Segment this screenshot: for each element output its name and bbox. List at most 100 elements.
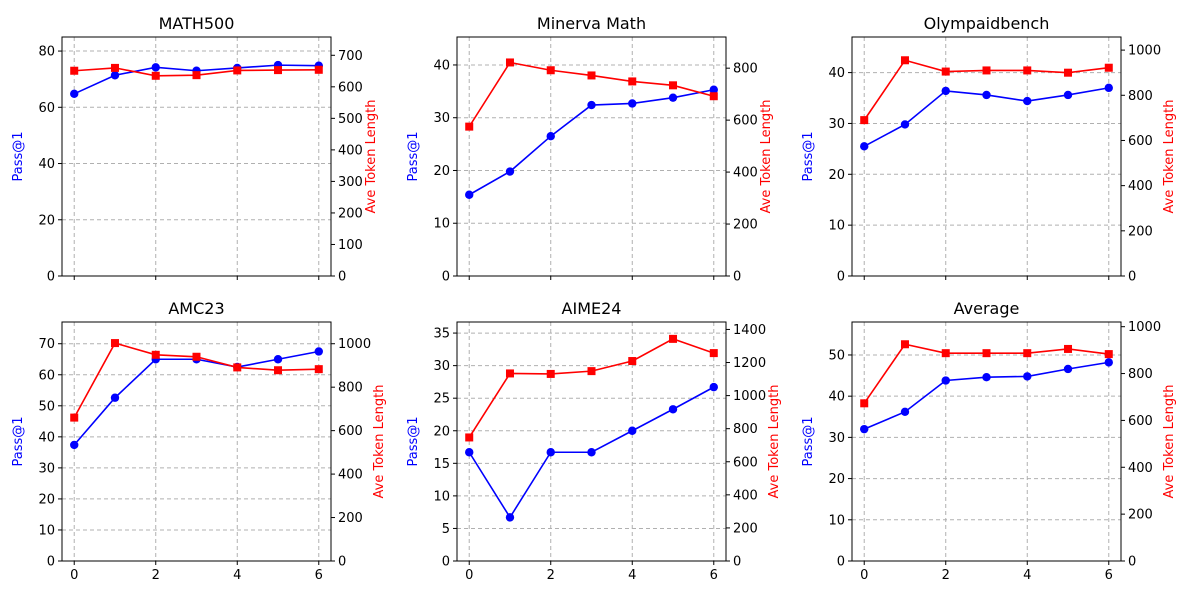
y2-tick-label: 1000 — [733, 389, 766, 404]
data-point-pass1 — [1023, 96, 1032, 106]
x-tick-label: 2 — [152, 568, 160, 583]
y2-tick-label: 300 — [338, 175, 363, 190]
y2-tick-label: 200 — [338, 511, 363, 526]
y-tick-label: 30 — [433, 359, 450, 374]
y-tick-label: 10 — [828, 219, 845, 234]
data-point-token-length — [314, 365, 323, 374]
data-point-pass1 — [546, 131, 555, 141]
data-point-token-length — [587, 367, 596, 376]
y2-tick-label: 600 — [1128, 134, 1153, 149]
data-point-token-length — [70, 66, 79, 75]
y2-tick-label: 0 — [1128, 270, 1136, 285]
y2-tick-label: 0 — [733, 270, 741, 285]
y-axis-label: Pass@1 — [801, 416, 816, 466]
y-tick-label: 40 — [828, 66, 845, 81]
subplot-0: 0 20 40 60 80 0 100 200 300 400 500 600 700 MATH500 Pa… — [11, 14, 379, 285]
subplot-title: Minerva Math — [537, 14, 646, 33]
data-point-token-length — [1104, 350, 1113, 359]
data-point-token-length — [860, 399, 869, 408]
y-tick-label: 25 — [433, 392, 450, 407]
data-point-pass1 — [1023, 372, 1032, 381]
y-tick-label: 30 — [828, 431, 845, 446]
data-point-token-length — [709, 349, 718, 358]
y2-tick-label: 500 — [338, 112, 363, 127]
y-tick-label: 20 — [828, 168, 845, 183]
y-axis-label: Pass@1 — [11, 131, 26, 181]
data-point-pass1 — [1104, 83, 1113, 93]
data-point-pass1 — [860, 424, 869, 434]
y-tick-label: 0 — [837, 270, 845, 285]
y2-tick-label: 400 — [1128, 461, 1153, 476]
data-point-pass1 — [982, 373, 991, 382]
subplot-4: 0 2 4 6051015202530350200400600800100012001… — [406, 299, 782, 583]
data-point-token-length — [274, 66, 283, 75]
data-point-token-length — [110, 339, 119, 348]
y-axis-label: Pass@1 — [406, 131, 421, 181]
y-tick-label: 40 — [38, 430, 55, 445]
data-point-pass1 — [151, 63, 160, 72]
y-tick-label: 30 — [433, 111, 450, 126]
axes-frame — [851, 321, 1122, 562]
data-point-pass1 — [505, 513, 515, 522]
data-point-pass1 — [628, 426, 637, 435]
data-point-token-length — [669, 81, 678, 90]
x-tick-label: 4 — [1023, 568, 1031, 583]
data-point-pass1 — [982, 90, 991, 100]
y-axis-label: Pass@1 — [801, 131, 816, 181]
data-point-token-length — [505, 369, 514, 378]
y2-tick-label: 600 — [338, 80, 363, 95]
data-point-pass1 — [628, 99, 637, 108]
y2-tick-label: 100 — [338, 238, 363, 253]
subplot-3: 0 2 4 601020304050607002004006008001000AMC2… — [11, 299, 387, 583]
data-point-token-length — [982, 349, 991, 358]
y2-axis-label: Ave Token Length — [372, 385, 387, 499]
y2-axis-label: Ave Token Length — [759, 100, 774, 214]
y2-tick-label: 200 — [733, 521, 758, 536]
data-point-pass1 — [314, 347, 323, 356]
data-point-pass1 — [668, 93, 678, 102]
y-tick-label: 50 — [828, 348, 845, 363]
y2-tick-label: 400 — [338, 468, 363, 483]
y-tick-label: 0 — [442, 555, 450, 570]
axes-frame — [61, 321, 332, 562]
data-point-pass1 — [465, 448, 474, 457]
data-point-pass1 — [465, 190, 474, 199]
data-point-token-length — [465, 122, 474, 131]
data-point-pass1 — [941, 376, 950, 385]
y-tick-label: 15 — [433, 457, 450, 472]
y-tick-label: 10 — [433, 489, 450, 504]
subplot-title: MATH500 — [159, 14, 235, 33]
data-point-pass1 — [546, 448, 555, 457]
subplot-title: Olympaidbench — [924, 14, 1050, 33]
y2-tick-label: 200 — [338, 206, 363, 221]
y-tick-label: 0 — [837, 555, 845, 570]
y2-axis-label: Ave Token Length — [1162, 385, 1177, 499]
y-tick-label: 20 — [828, 472, 845, 487]
y-axis-label: Pass@1 — [406, 416, 421, 466]
y2-tick-label: 800 — [1128, 89, 1153, 104]
data-point-token-length — [151, 71, 160, 80]
axes-frame — [851, 36, 1122, 277]
y2-tick-label: 1400 — [733, 323, 766, 338]
y-tick-label: 20 — [38, 492, 55, 507]
data-point-pass1 — [941, 86, 950, 96]
subplot-title: AIME24 — [562, 299, 622, 318]
data-point-token-length — [110, 63, 119, 72]
data-point-pass1 — [900, 407, 910, 417]
data-point-token-length — [941, 349, 950, 358]
data-point-token-length — [233, 363, 242, 372]
data-point-pass1 — [110, 393, 120, 402]
x-tick-label: 2 — [547, 568, 555, 583]
y2-tick-label: 0 — [733, 555, 741, 570]
data-point-token-length — [1023, 349, 1032, 358]
y2-tick-label: 1000 — [338, 337, 371, 352]
y2-tick-label: 0 — [1128, 555, 1136, 570]
y2-axis-label: Ave Token Length — [1162, 100, 1177, 214]
y-tick-label: 30 — [38, 461, 55, 476]
y-tick-label: 20 — [38, 213, 55, 228]
data-point-token-length — [1064, 344, 1073, 353]
y2-tick-label: 800 — [1128, 367, 1153, 382]
data-point-token-length — [587, 71, 596, 80]
y2-tick-label: 800 — [733, 62, 758, 77]
